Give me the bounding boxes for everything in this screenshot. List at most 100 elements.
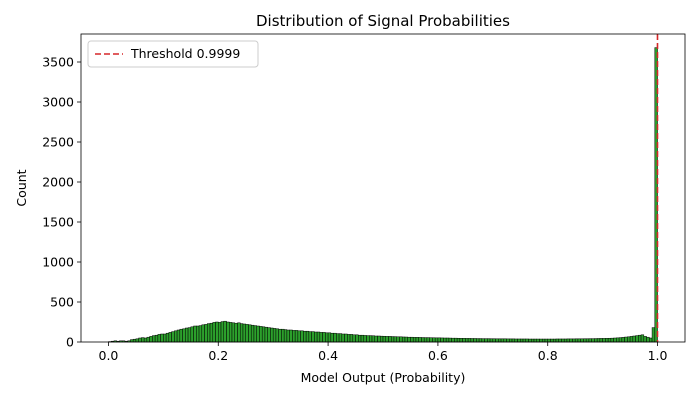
histogram-bar — [652, 328, 655, 342]
histogram-bar — [139, 338, 142, 342]
histogram-bar — [251, 325, 254, 342]
histogram-bar — [290, 330, 293, 342]
histogram-bar — [485, 339, 488, 342]
legend: Threshold 0.9999 — [88, 41, 258, 67]
histogram-bar — [317, 332, 320, 342]
histogram-bar — [312, 332, 315, 342]
histogram-bar — [262, 327, 265, 342]
histogram-bar — [218, 322, 221, 342]
histogram-bar — [166, 333, 169, 342]
histogram-bar — [287, 330, 290, 342]
histogram-bar — [257, 326, 260, 342]
histogram-bar — [402, 337, 405, 342]
histogram-bar — [529, 339, 532, 342]
histogram-bar — [334, 333, 337, 342]
histogram-bar — [259, 326, 262, 342]
histogram-bar — [479, 339, 482, 342]
histogram-bar — [320, 332, 323, 342]
histogram-bar — [380, 336, 383, 342]
histogram-bar — [279, 329, 282, 342]
histogram-bar — [388, 336, 391, 342]
chart-title: Distribution of Signal Probabilities — [256, 12, 510, 30]
histogram-bar — [581, 339, 584, 342]
histogram-bar — [194, 326, 197, 342]
histogram-bar — [548, 339, 551, 342]
histogram-bar — [427, 338, 430, 342]
histogram-bar — [314, 332, 317, 342]
histogram-bar — [180, 329, 183, 342]
histogram-bar — [542, 339, 545, 342]
histogram-bar — [383, 336, 386, 342]
histogram-bar — [468, 338, 471, 342]
histogram-bar — [183, 329, 186, 342]
histogram-bar — [295, 330, 298, 342]
histogram-bar — [237, 323, 240, 342]
histogram-bar — [325, 333, 328, 342]
histogram-bar — [561, 339, 564, 342]
histogram-bar — [592, 339, 595, 342]
histogram-bar — [397, 337, 400, 342]
histogram-bar — [493, 339, 496, 342]
x-tick-label: 0.8 — [538, 348, 558, 363]
histogram-bar — [141, 338, 144, 342]
histogram-bar — [474, 338, 477, 342]
histogram-bar — [496, 339, 499, 342]
histogram-bar — [449, 338, 452, 342]
histogram-bar — [202, 325, 205, 342]
histogram-bar — [594, 339, 597, 342]
histogram-bar — [649, 338, 652, 342]
histogram-bar — [589, 339, 592, 342]
histogram-bar — [578, 339, 581, 342]
histogram-bar — [537, 339, 540, 342]
histogram-bar — [268, 328, 271, 342]
histogram-bar — [213, 322, 216, 342]
histogram-bar — [386, 336, 389, 342]
histogram-bar — [636, 336, 639, 342]
histogram-bar — [408, 337, 411, 342]
histogram-bar — [539, 339, 542, 342]
histogram-bar — [394, 337, 397, 342]
histogram-bar — [174, 331, 177, 342]
histogram-bar — [339, 334, 342, 342]
histogram-bar — [627, 337, 630, 342]
histogram-bar — [301, 331, 304, 342]
histogram-bar — [306, 331, 309, 342]
histogram-bar — [196, 326, 199, 342]
histogram-bar — [430, 338, 433, 342]
histogram-bar — [235, 323, 238, 342]
histogram-bar — [240, 324, 243, 342]
histogram-bar — [331, 333, 334, 342]
histogram-bar — [600, 338, 603, 342]
histogram-bar — [570, 339, 573, 342]
histogram-bar — [575, 339, 578, 342]
histogram-bar — [504, 339, 507, 342]
histogram-bar — [482, 339, 485, 342]
histogram-bar — [498, 339, 501, 342]
histogram-bar — [523, 339, 526, 342]
histogram-bar — [205, 324, 208, 342]
histogram-bar — [358, 335, 361, 342]
histogram-bar — [281, 329, 284, 342]
histogram-bar — [375, 336, 378, 342]
histogram-bar — [501, 339, 504, 342]
histogram-bar — [457, 338, 460, 342]
histogram-bar — [556, 339, 559, 342]
histogram-bar — [147, 337, 150, 342]
histogram-bar — [336, 334, 339, 342]
histogram-bar — [188, 328, 191, 342]
histogram-bar — [421, 338, 424, 342]
histogram-bar — [410, 337, 413, 342]
y-axis-title: Count — [14, 169, 29, 206]
histogram-bar — [350, 334, 353, 342]
histogram-bar — [369, 336, 372, 342]
histogram-bar — [323, 332, 326, 342]
histogram-bar — [531, 339, 534, 342]
histogram-bar — [246, 324, 249, 342]
histogram-bar — [452, 338, 455, 342]
histogram-bar — [229, 322, 232, 342]
histogram-bar — [476, 339, 479, 342]
histogram-bar — [597, 338, 600, 342]
histogram-bar — [254, 326, 257, 342]
histogram-bar — [443, 338, 446, 342]
